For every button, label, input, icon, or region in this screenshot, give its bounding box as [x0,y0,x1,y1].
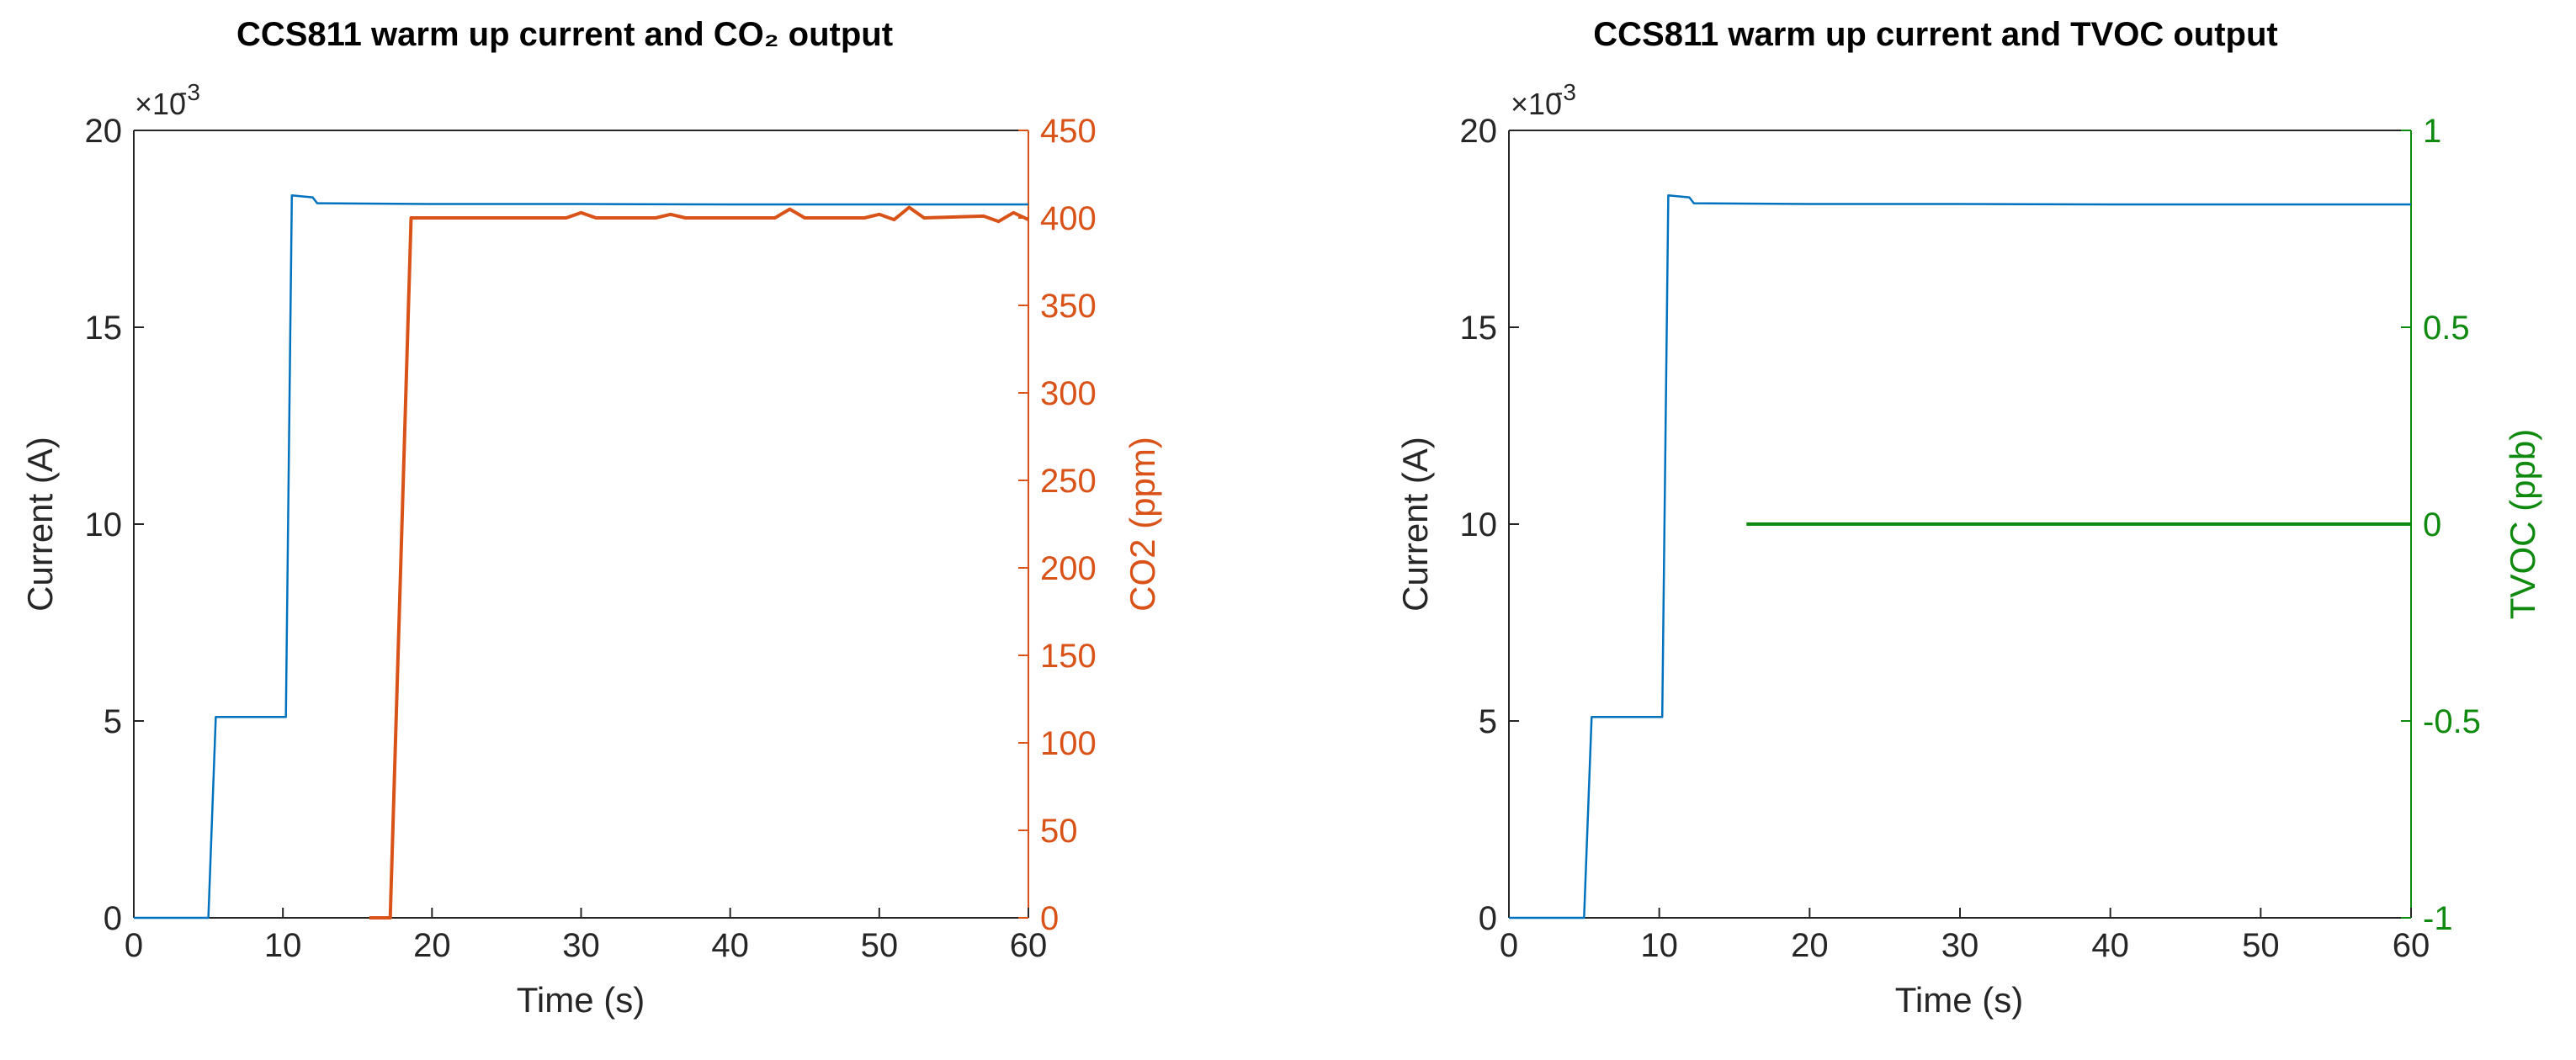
left-axis-exponent: ×10 -3 [135,79,200,121]
right-tick-label: 150 [1040,638,1097,675]
left-axis-label: Current (A) [1395,437,1435,612]
right-tick-label: 0 [1040,900,1059,937]
x-ticks: 0 10 20 30 40 50 60 [125,908,1047,964]
current-series-line [1509,193,2411,920]
left-tick-label: 10 [1460,506,1498,543]
x-tick-label: 60 [1010,927,1048,964]
left-tick-label: 5 [1479,703,1497,740]
left-axis-exponent: ×10 -3 [1511,79,1576,121]
left-ticks: 0 5 10 15 20 [1460,113,1519,937]
right-tick-label: 100 [1040,725,1097,762]
x-tick-label: 50 [2242,927,2280,964]
chart-title: CCS811 warm up current and CO₂ output [236,16,893,53]
tvoc-chart: CCS811 warm up current and TVOC output ×… [1395,16,2542,1020]
x-axis-label: Time (s) [517,980,645,1020]
x-tick-label: 30 [1941,927,1979,964]
exponent-base: ×10 [1511,87,1562,121]
left-tick-label: 10 [85,506,123,543]
exponent-base: ×10 [135,87,186,121]
left-axis-label: Current (A) [20,437,60,612]
right-tick-label: 350 [1040,288,1097,325]
right-ticks: -1 -0.5 0 0.5 1 [2401,113,2481,937]
right-tick-label: 400 [1040,200,1097,237]
x-tick-label: 0 [1500,927,1518,964]
right-tick-label: 50 [1040,813,1078,850]
right-tick-label: -0.5 [2423,703,2481,740]
x-tick-label: 20 [1791,927,1829,964]
right-ticks: 0 50 100 150 200 250 300 350 400 450 [1018,113,1097,937]
right-axis-label: CO2 (ppm) [1123,437,1162,612]
right-tick-label: 1 [2423,113,2441,150]
current-series-line [134,193,1028,920]
x-axis-label: Time (s) [1895,980,2023,1020]
left-tick-label: 20 [85,113,123,150]
co2-series-line [369,205,1029,920]
right-tick-label: 0.5 [2423,310,2470,347]
x-tick-label: 10 [264,927,302,964]
left-tick-label: 15 [85,310,123,347]
right-tick-label: 300 [1040,375,1097,412]
left-tick-label: 0 [104,900,122,937]
x-tick-label: 20 [413,927,451,964]
left-ticks: 0 5 10 15 20 [85,113,144,937]
series [1509,193,2411,920]
x-ticks: 0 10 20 30 40 50 60 [1500,908,2430,964]
x-tick-label: 10 [1640,927,1678,964]
x-tick-label: 40 [2091,927,2129,964]
right-tick-label: -1 [2423,900,2453,937]
exponent-power: -3 [1555,79,1576,105]
x-tick-label: 50 [861,927,899,964]
left-tick-label: 20 [1460,113,1498,150]
exponent-power: -3 [179,79,200,105]
x-tick-label: 0 [125,927,143,964]
left-tick-label: 5 [104,703,122,740]
right-tick-label: 0 [2423,506,2441,543]
right-axis-label: TVOC (ppb) [2503,429,2542,619]
series [134,193,1029,920]
co2-chart: CCS811 warm up current and CO₂ output ×1… [20,16,1162,1020]
right-tick-label: 450 [1040,113,1097,150]
x-tick-label: 30 [562,927,600,964]
x-tick-label: 40 [711,927,749,964]
right-tick-label: 200 [1040,550,1097,587]
left-tick-label: 15 [1460,310,1498,347]
left-tick-label: 0 [1479,900,1497,937]
right-tick-label: 250 [1040,463,1097,500]
x-tick-label: 60 [2393,927,2430,964]
chart-title: CCS811 warm up current and TVOC output [1593,16,2277,53]
